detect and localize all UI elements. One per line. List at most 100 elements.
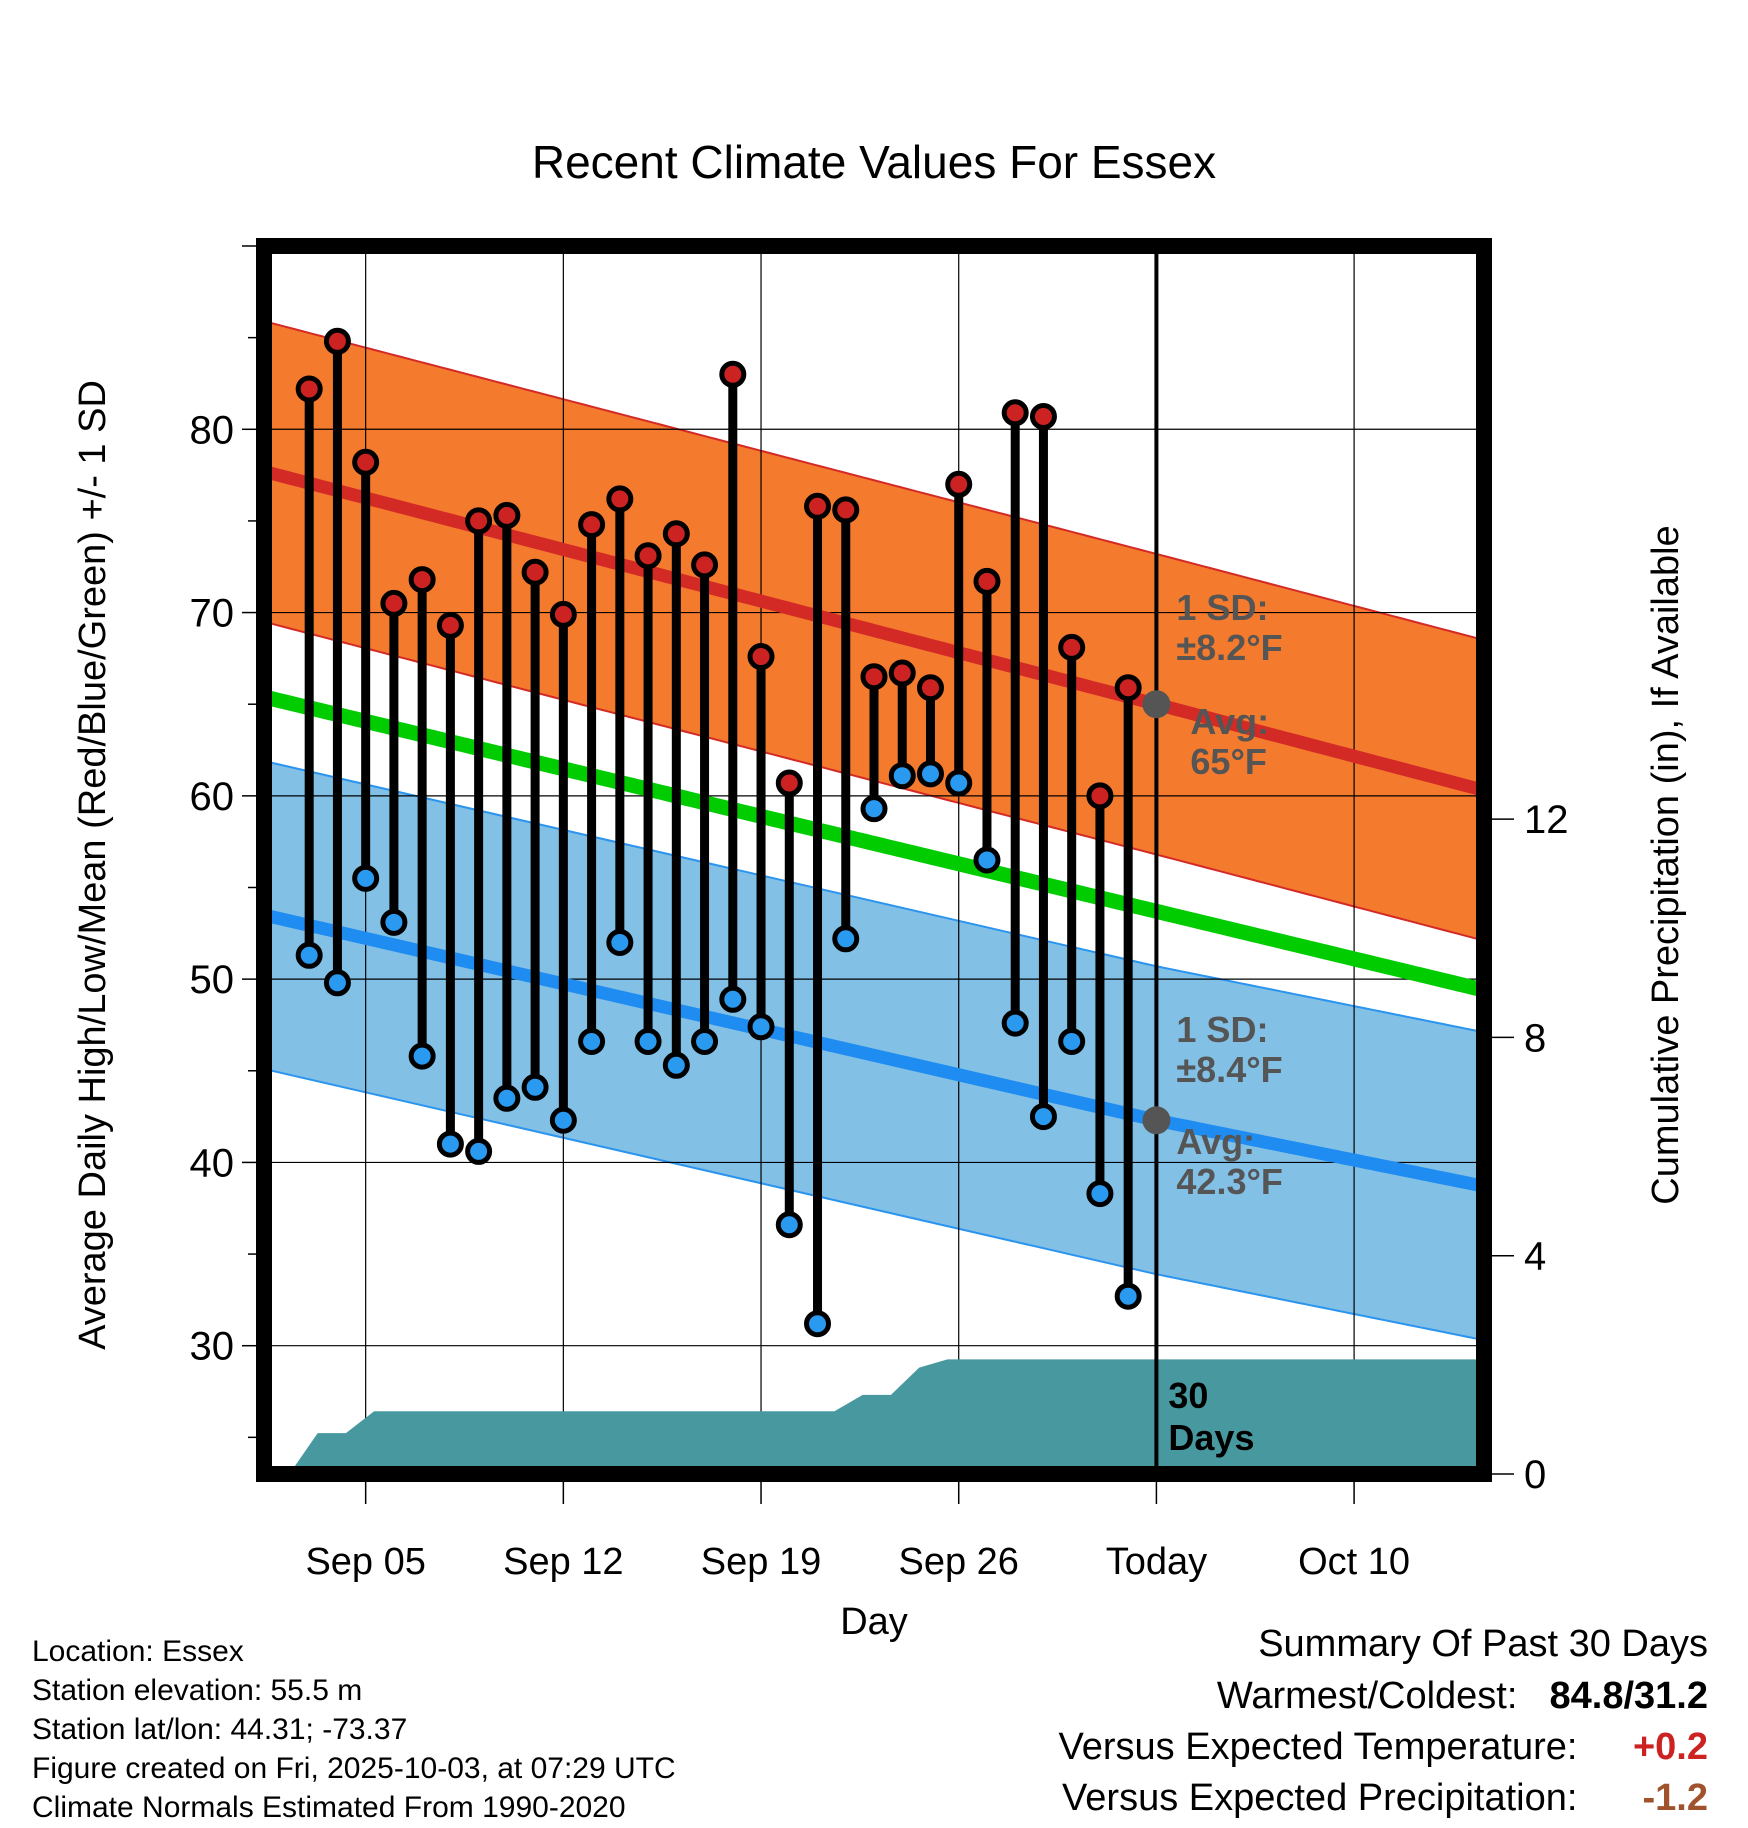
- daily-low-point: [1114, 1282, 1142, 1310]
- x-tick-label: Today: [1106, 1541, 1207, 1583]
- daily-low-point: [634, 1027, 662, 1055]
- daily-low-point: [662, 1051, 690, 1079]
- days-label-2: Days: [1168, 1417, 1254, 1458]
- high-sd-label-1: 1 SD:: [1176, 587, 1268, 628]
- y2-axis-label: Cumulative Precipitation (in), If Availa…: [1645, 525, 1687, 1204]
- low-avg-label-2: 42.3°F: [1176, 1161, 1282, 1202]
- daily-low-point: [804, 1310, 832, 1338]
- info-normals: Climate Normals Estimated From 1990-2020: [32, 1791, 626, 1824]
- daily-high-point: [634, 542, 662, 570]
- summary-precipitation: Versus Expected Precipitation: -1.2: [1062, 1777, 1708, 1820]
- daily-low-point: [775, 1211, 803, 1239]
- daily-low-point: [1086, 1180, 1114, 1208]
- y-axis-label: Average Daily High/Low/Mean (Red/Blue/Gr…: [72, 380, 114, 1350]
- daily-high-point: [832, 496, 860, 524]
- info-location: Location: Essex: [32, 1635, 244, 1668]
- normal-low-line: [264, 908, 1480, 1192]
- daily-high-point: [408, 566, 436, 594]
- x-tick-label: Sep 26: [898, 1541, 1018, 1583]
- daily-high-point: [775, 769, 803, 797]
- daily-low-point: [578, 1027, 606, 1055]
- daily-high-point: [549, 600, 577, 628]
- daily-low-point: [521, 1073, 549, 1101]
- daily-low-point: [323, 969, 351, 997]
- temperature-label: Versus Expected Temperature:: [1058, 1726, 1578, 1768]
- high-avg-label-2: 65°F: [1190, 741, 1266, 782]
- daily-high-point: [1029, 402, 1057, 430]
- daily-low-point: [408, 1042, 436, 1070]
- daily-high-point: [493, 501, 521, 529]
- y2-tick-label: 12: [1524, 798, 1569, 842]
- daily-high-point: [747, 643, 775, 671]
- days-label-1: 30: [1168, 1375, 1208, 1416]
- high-avg-label-1: Avg:: [1190, 701, 1269, 742]
- daily-low-point: [973, 846, 1001, 874]
- daily-low-point: [1058, 1027, 1086, 1055]
- y-tick-label: 60: [190, 775, 235, 819]
- daily-high-point: [662, 520, 690, 548]
- daily-high-point: [1114, 674, 1142, 702]
- daily-high-point: [804, 492, 832, 520]
- normal-low-sd-band-upper-edge: [264, 760, 1479, 1033]
- daily-high-point: [436, 611, 464, 639]
- daily-low-point: [888, 762, 916, 790]
- summary-warmest-coldest: Warmest/Coldest: 84.8/31.2: [1217, 1675, 1708, 1718]
- daily-low-point: [295, 941, 323, 969]
- y2-tick-label: 0: [1524, 1453, 1546, 1497]
- x-tick-label: Sep 19: [701, 1541, 821, 1583]
- daily-low-point: [832, 925, 860, 953]
- info-latlon: Station lat/lon: 44.31; -73.37: [32, 1713, 408, 1746]
- low-sd-label-1: 1 SD:: [1176, 1009, 1268, 1050]
- daily-high-point: [719, 360, 747, 388]
- y-tick-label: 30: [190, 1325, 235, 1369]
- daily-low-point: [747, 1013, 775, 1041]
- y-tick-label: 70: [190, 592, 235, 636]
- y-tick-label: 80: [190, 408, 235, 452]
- normal-high-sd-band-upper-edge: [264, 320, 1479, 640]
- daily-high-point: [888, 659, 916, 687]
- daily-high-point: [465, 507, 493, 535]
- daily-low-point: [691, 1027, 719, 1055]
- normal-low-sd-band-lower-edge: [264, 1067, 1479, 1341]
- daily-low-point: [493, 1084, 521, 1112]
- x-tick-label: Sep 05: [305, 1541, 425, 1583]
- info-elevation: Station elevation: 55.5 m: [32, 1674, 363, 1707]
- daily-low-point: [719, 985, 747, 1013]
- daily-high-point: [860, 663, 888, 691]
- daily-high-point: [521, 558, 549, 586]
- temperature-value: +0.2: [1632, 1726, 1708, 1768]
- today-low-avg-marker: [1142, 1106, 1171, 1135]
- daily-low-point: [1001, 1009, 1029, 1037]
- daily-low-point: [945, 769, 973, 797]
- y-tick-label: 40: [190, 1141, 235, 1185]
- daily-high-point: [1001, 399, 1029, 427]
- daily-low-point: [380, 908, 408, 936]
- y2-tick-label: 4: [1524, 1235, 1546, 1279]
- daily-high-point: [295, 375, 323, 403]
- x-axis-label: Day: [840, 1601, 908, 1643]
- summary-temperature: Versus Expected Temperature: +0.2: [1059, 1726, 1708, 1769]
- daily-low-point: [916, 760, 944, 788]
- summary-title: Summary Of Past 30 Days: [1258, 1623, 1708, 1666]
- warmest-coldest-value: 84.8/31.2: [1549, 1675, 1708, 1717]
- precipitation-label: Versus Expected Precipitation:: [1062, 1777, 1578, 1819]
- high-sd-label-2: ±8.2°F: [1176, 627, 1282, 668]
- low-avg-label-1: Avg:: [1176, 1121, 1255, 1162]
- daily-low-point: [352, 864, 380, 892]
- daily-high-point: [691, 551, 719, 579]
- daily-high-point: [945, 470, 973, 498]
- daily-low-point: [436, 1130, 464, 1158]
- daily-low-point: [606, 928, 634, 956]
- info-created: Figure created on Fri, 2025-10-03, at 07…: [32, 1752, 676, 1785]
- x-tick-label: Oct 10: [1298, 1541, 1410, 1583]
- daily-high-point: [380, 589, 408, 617]
- daily-low-point: [465, 1137, 493, 1165]
- precipitation-value: -1.2: [1642, 1777, 1708, 1819]
- daily-high-point: [578, 511, 606, 539]
- normal-mean-line: [264, 689, 1481, 997]
- x-tick-label: Sep 12: [503, 1541, 623, 1583]
- y2-tick-label: 8: [1524, 1016, 1546, 1060]
- daily-low-point: [860, 795, 888, 823]
